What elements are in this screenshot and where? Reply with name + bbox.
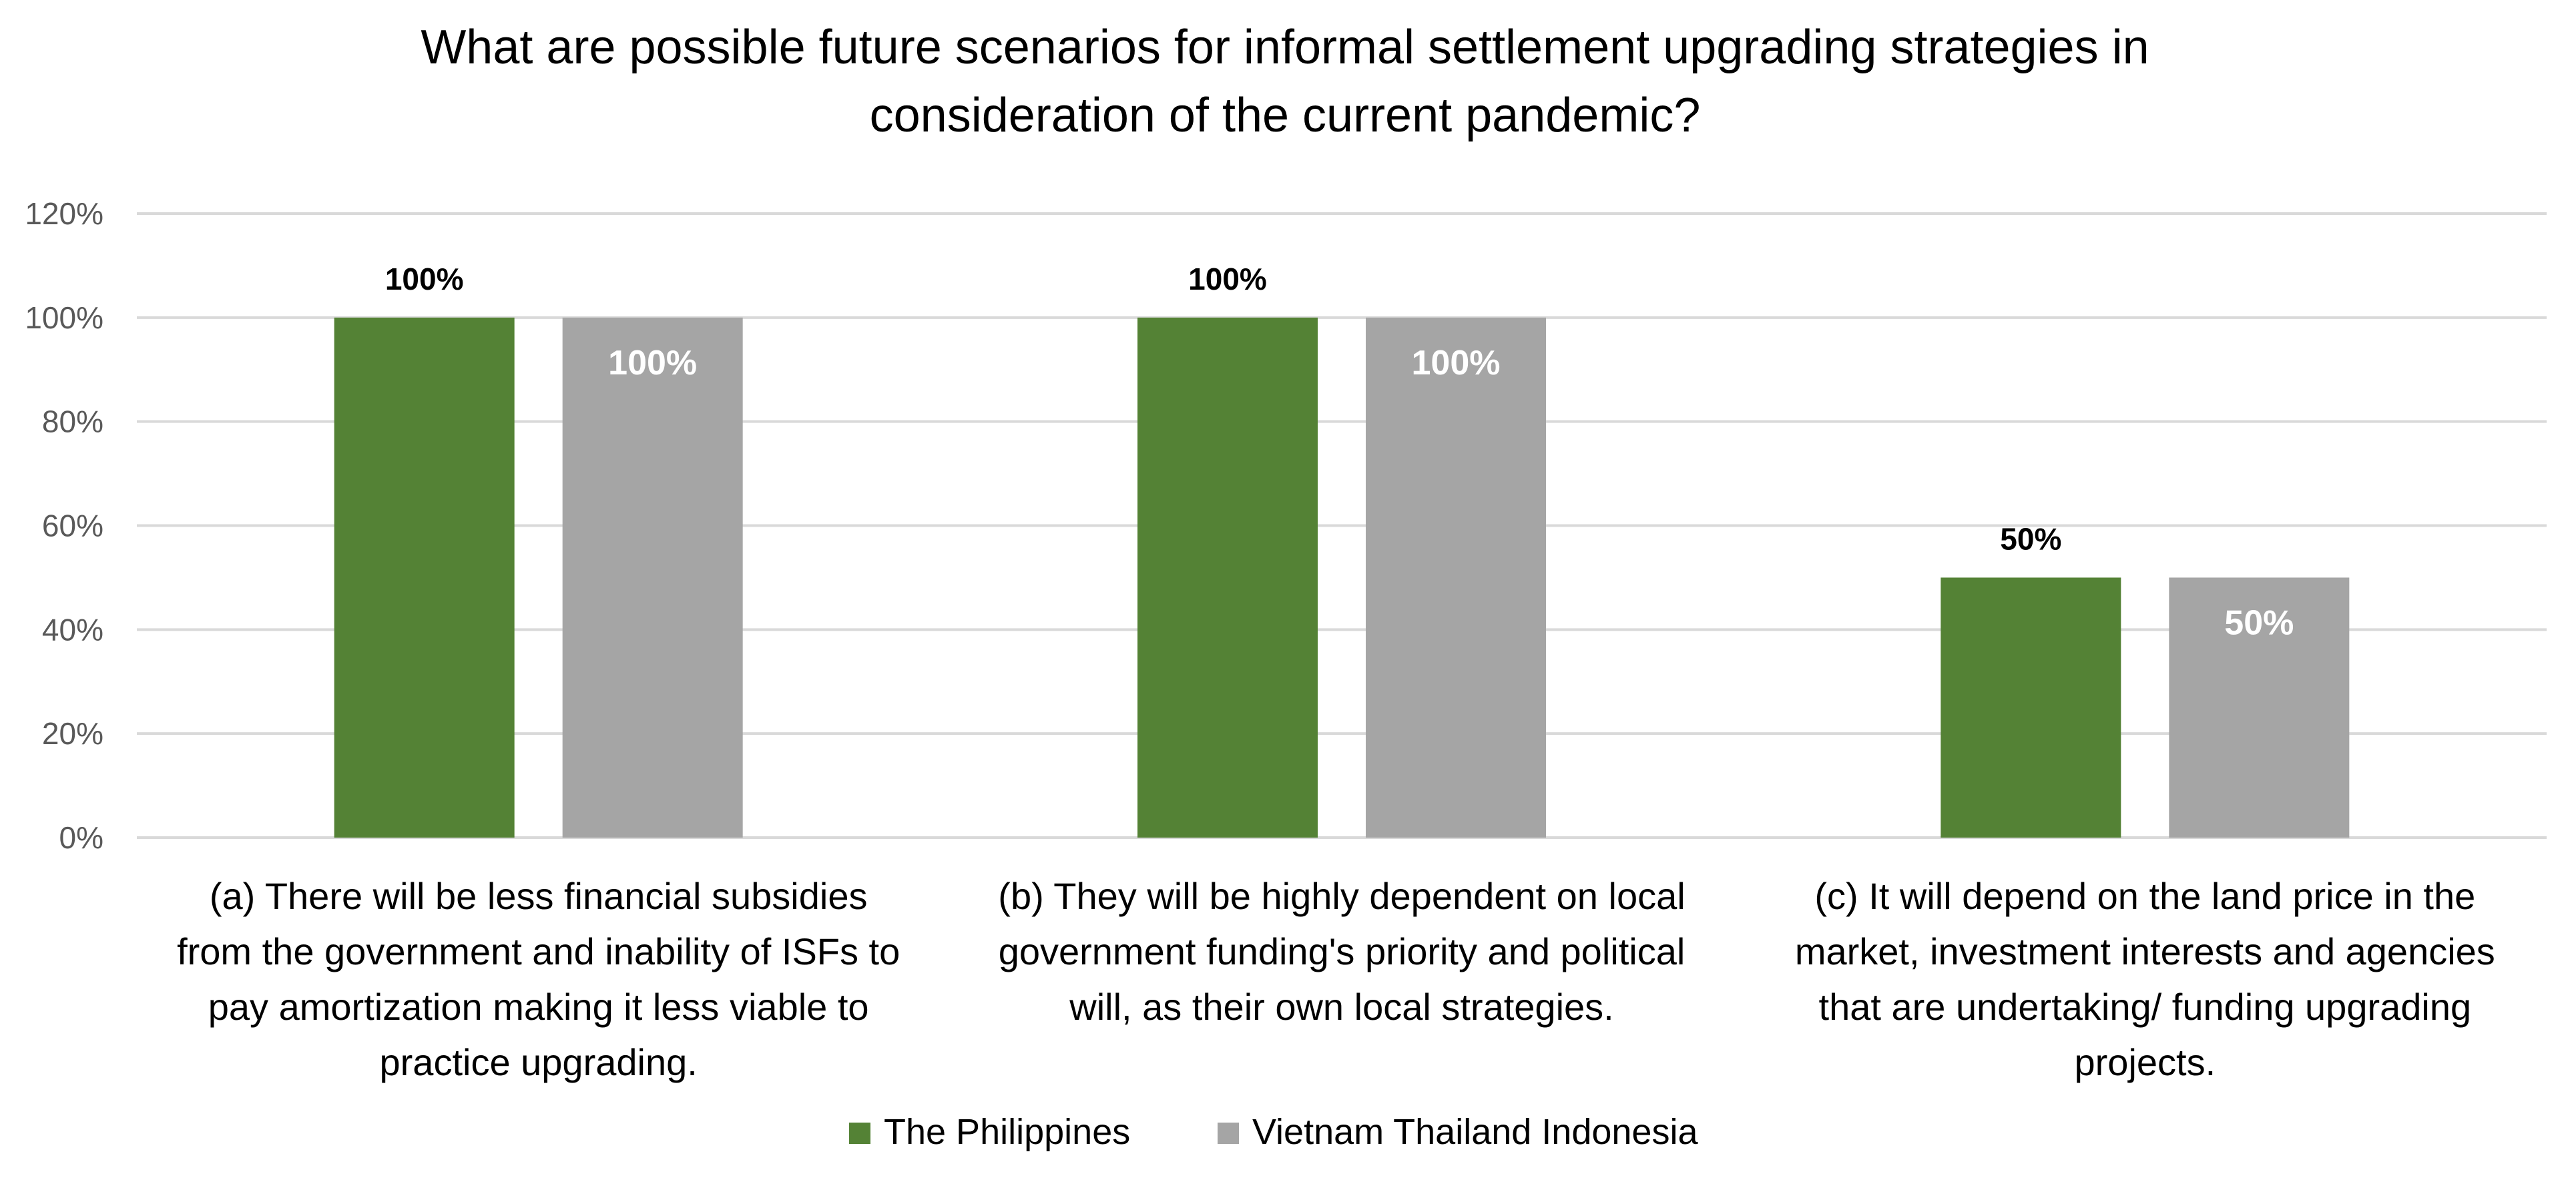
x-category-label: (a) There will be less financial subsidi… xyxy=(210,875,868,917)
data-label: 50% xyxy=(2224,603,2294,642)
chart-title-line: consideration of the current pandemic? xyxy=(870,89,1701,142)
y-tick-label: 20% xyxy=(42,716,103,751)
x-axis-categories: (a) There will be less financial subsidi… xyxy=(177,875,2495,1083)
y-tick-label: 100% xyxy=(25,300,103,335)
y-axis: 0% 20% 40% 60% 80% 100% 120% xyxy=(25,196,103,855)
x-category-label: practice upgrading. xyxy=(380,1041,698,1083)
x-category-label: (b) They will be highly dependent on loc… xyxy=(998,875,1685,917)
legend-swatch xyxy=(849,1123,870,1144)
data-label: 100% xyxy=(1188,262,1267,296)
x-category-label: government funding's priority and politi… xyxy=(999,930,1686,972)
x-category-label: will, as their own local strategies. xyxy=(1069,986,1613,1028)
bar-vietnam-thailand-indonesia xyxy=(1366,317,1546,838)
x-category-label: projects. xyxy=(2075,1041,2216,1083)
x-category-label: (c) It will depend on the land price in … xyxy=(1814,875,2475,917)
legend: The Philippines Vietnam Thailand Indonesi… xyxy=(849,1112,1698,1152)
bar-philippines xyxy=(334,317,515,838)
legend-label: The Philippines xyxy=(884,1112,1130,1152)
y-tick-label: 80% xyxy=(42,404,103,439)
bars xyxy=(334,317,2350,838)
chart-title-line: What are possible future scenarios for i… xyxy=(421,21,2149,74)
y-tick-label: 60% xyxy=(42,509,103,543)
bar-vietnam-thailand-indonesia xyxy=(562,317,743,838)
gridlines xyxy=(137,212,2547,839)
data-label: 100% xyxy=(385,262,464,296)
bar-philippines xyxy=(1137,317,1318,838)
bar-vietnam-thailand-indonesia xyxy=(2169,577,2350,838)
legend-swatch xyxy=(1218,1123,1239,1144)
data-label: 100% xyxy=(608,344,697,382)
data-labels: 100% 100% 100% 100% 50% 50% xyxy=(385,262,2294,643)
chart-title: What are possible future scenarios for i… xyxy=(421,21,2149,142)
x-category-label: that are undertaking/ funding upgrading xyxy=(1819,986,2472,1028)
y-tick-label: 120% xyxy=(25,196,103,231)
data-label: 50% xyxy=(2000,521,2061,556)
x-category-label: pay amortization making it less viable t… xyxy=(208,986,869,1028)
y-tick-label: 0% xyxy=(59,820,103,855)
x-category-label: from the government and inability of ISF… xyxy=(177,930,900,972)
bar-philippines xyxy=(1941,577,2121,838)
data-label: 100% xyxy=(1412,344,1501,382)
x-category-label: market, investment interests and agencie… xyxy=(1795,930,2495,972)
y-tick-label: 40% xyxy=(42,612,103,647)
legend-label: Vietnam Thailand Indonesia xyxy=(1252,1112,1698,1152)
